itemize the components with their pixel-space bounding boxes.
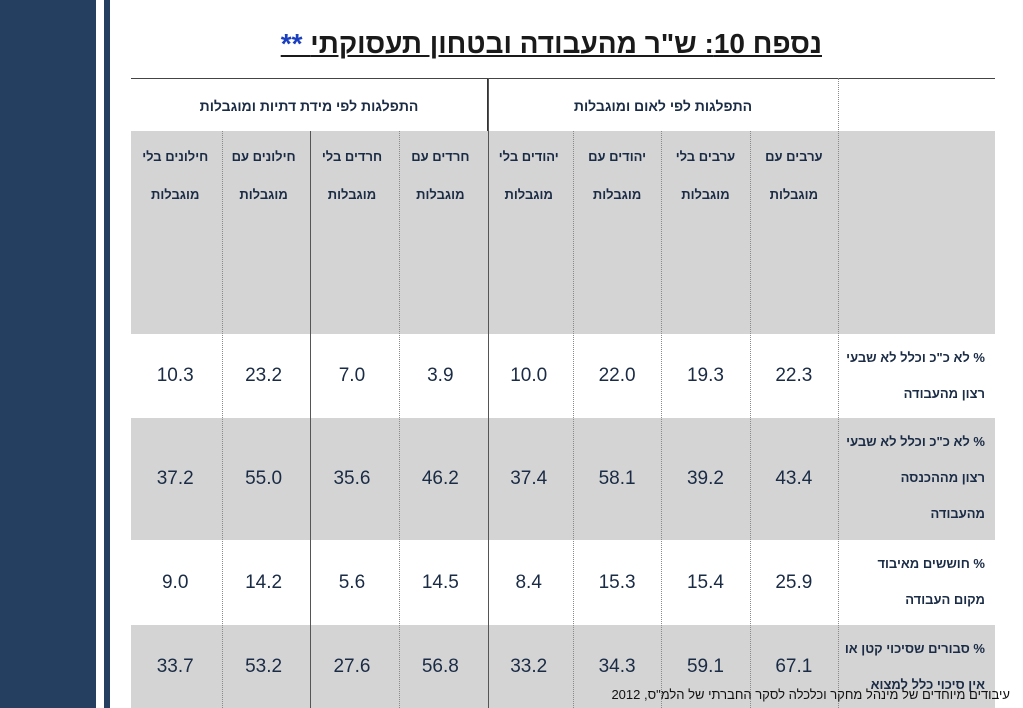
table-cell: 7.0: [338, 365, 366, 386]
column-header-row: ערבים עם מוגבלות ערבים בלי מוגבלות יהודי…: [131, 131, 995, 334]
table-cell: 10.0: [510, 365, 548, 386]
title-text: נספח 10: ש"ר מהעבודה ובטחון תעסוקתי: [310, 28, 822, 59]
page-title: נספח 10: ש"ר מהעבודה ובטחון תעסוקתי **: [130, 28, 822, 60]
table-cell: 35.6: [333, 468, 371, 489]
table-cell: 59.1: [686, 655, 724, 677]
title-footnote-link[interactable]: **: [280, 28, 303, 59]
row-label: % חוששים מאיבוד מקום העבודה: [877, 556, 985, 607]
column-header: ערבים עם מוגבלות: [765, 149, 823, 202]
column-header: חילונים עם מוגבלות: [231, 149, 296, 202]
column-divider: [399, 131, 400, 708]
sidebar-stripe: [104, 0, 110, 708]
source-note: עיבודים מיוחדים של מינהל מחקר וכלכלה לסק…: [611, 687, 1010, 702]
data-table: התפלגות לפי לאום ומוגבלות התפלגות לפי מי…: [131, 78, 995, 708]
column-divider: [750, 131, 751, 708]
table-cell: 46.2: [421, 468, 459, 489]
table-cell: 8.4: [515, 571, 542, 593]
table-row: % לא כ"כ וכלל לא שבעי רצון מהעבודה 22.3 …: [131, 334, 995, 418]
table-row: % חוששים מאיבוד מקום העבודה 25.9 15.4 15…: [131, 540, 995, 625]
table-cell: 37.2: [156, 468, 194, 489]
column-header-empty: [838, 131, 995, 334]
table-cell: 27.6: [333, 655, 371, 677]
table-row: % לא כ"כ וכלל לא שבעי רצון מההכנסה מהעבו…: [131, 418, 995, 540]
table-cell: 15.3: [598, 571, 636, 593]
table-row: % סבורים שסיכוי קטן או אין סיכוי כלל למצ…: [131, 625, 995, 708]
sidebar-band: [0, 0, 96, 708]
table-cell: 67.1: [775, 655, 813, 677]
table-cell: 34.3: [598, 655, 636, 677]
table-cell: 14.2: [245, 571, 283, 593]
table-cell: 55.0: [245, 468, 283, 489]
table-cell: 22.0: [598, 365, 636, 386]
column-divider: [661, 131, 662, 708]
table-cell: 25.9: [775, 571, 813, 593]
row-label: % לא כ"כ וכלל לא שבעי רצון מההכנסה מהעבו…: [846, 434, 985, 521]
table-cell: 23.2: [245, 365, 283, 386]
table-cell: 3.9: [427, 365, 454, 386]
group-title-nation: התפלגות לפי לאום ומוגבלות: [573, 97, 753, 114]
table-cell: 33.7: [156, 655, 194, 677]
table-cell: 43.4: [775, 468, 813, 489]
column-header: ערבים בלי מוגבלות: [675, 149, 736, 202]
column-header: יהודים עם מוגבלות: [588, 149, 647, 202]
group-title-religion: התפלגות לפי מידת דתיות ומוגבלות: [199, 97, 419, 114]
column-header: יהודים בלי מוגבלות: [498, 149, 559, 202]
table-cell: 5.6: [338, 571, 366, 593]
table-cell: 39.2: [686, 468, 724, 489]
row-label: % סבורים שסיכוי קטן או אין סיכוי כלל למצ…: [844, 641, 985, 692]
table-cell: 37.4: [510, 468, 548, 489]
table-cell: 15.4: [686, 571, 724, 593]
table-cell: 14.5: [421, 571, 459, 593]
table-cell: 9.0: [161, 571, 189, 593]
table-cell: 56.8: [421, 655, 459, 677]
column-divider: [838, 78, 839, 708]
row-label: % לא כ"כ וכלל לא שבעי רצון מהעבודה: [846, 350, 985, 401]
table-cell: 10.3: [156, 365, 194, 386]
column-divider: [573, 131, 574, 708]
table-cell: 19.3: [686, 365, 724, 386]
table-cell: 58.1: [598, 468, 636, 489]
group-divider: [488, 78, 489, 708]
group-divider: [310, 131, 311, 708]
column-header: חילונים בלי מוגבלות: [142, 149, 209, 202]
table-cell: 22.3: [775, 365, 813, 386]
table-cell: 33.2: [510, 655, 548, 677]
column-header: חרדים בלי מוגבלות: [321, 149, 383, 202]
table-cell: 53.2: [245, 655, 283, 677]
column-divider: [222, 131, 223, 708]
group-header-religion: התפלגות לפי מידת דתיות ומוגבלות: [131, 79, 487, 132]
column-header: חרדים עם מוגבלות: [411, 149, 470, 202]
group-header-empty: [838, 79, 995, 132]
group-header-nation: התפלגות לפי לאום ומוגבלות: [487, 79, 838, 132]
group-header-row: התפלגות לפי לאום ומוגבלות התפלגות לפי מי…: [131, 78, 995, 134]
